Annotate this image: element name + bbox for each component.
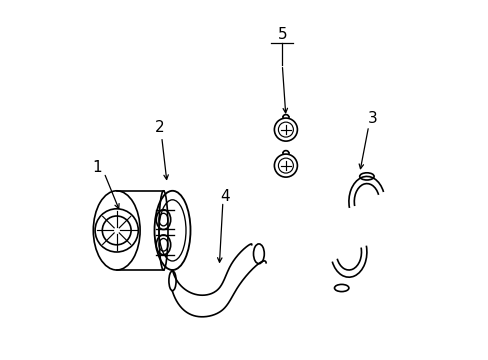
Text: 1: 1	[92, 160, 102, 175]
Text: 4: 4	[220, 189, 229, 204]
Text: 3: 3	[366, 111, 376, 126]
Text: 5: 5	[277, 27, 286, 42]
Text: 2: 2	[155, 120, 164, 135]
